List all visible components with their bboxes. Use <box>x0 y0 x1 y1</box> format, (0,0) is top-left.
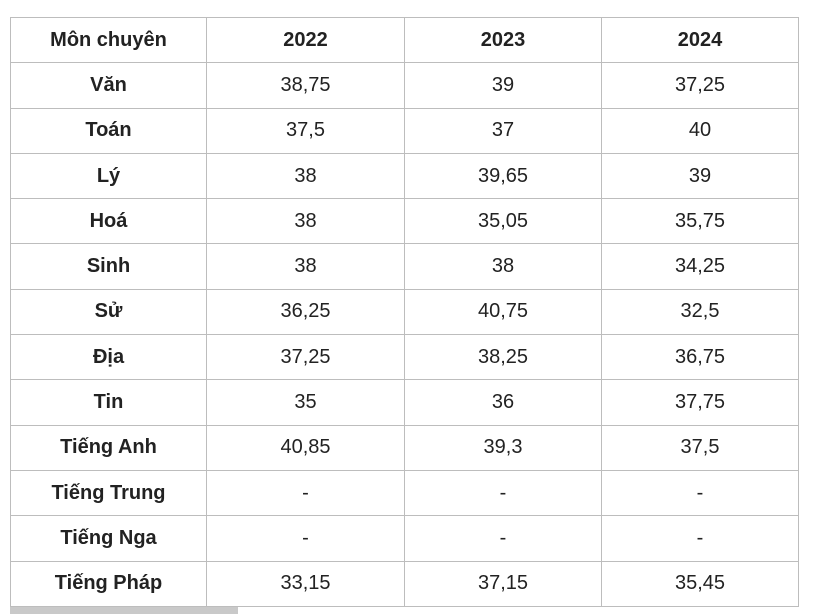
header-cell: 2023 <box>404 16 602 64</box>
score-cell: - <box>404 469 602 517</box>
score-cell: 34,25 <box>601 243 799 290</box>
score-cell: 38,25 <box>404 334 602 381</box>
table-row: Sử 36,25 40,75 32,5 <box>10 288 799 336</box>
score-cell: 37,25 <box>206 334 405 381</box>
table-row: Tin 35 36 37,75 <box>10 379 799 426</box>
score-cell: 35,05 <box>404 198 602 245</box>
score-cell: 39,65 <box>404 152 602 200</box>
table-row: Văn 38,75 39 37,25 <box>10 62 799 109</box>
score-cell: 38 <box>404 243 602 290</box>
subject-cell: Địa <box>10 334 207 381</box>
table-row: Tiếng Trung - - - <box>10 469 799 517</box>
score-cell: 39 <box>601 152 799 200</box>
score-cell: 37,5 <box>206 107 405 154</box>
score-cell: 36,25 <box>206 288 405 336</box>
subject-cell: Tiếng Trung <box>10 469 207 517</box>
score-cell: 32,5 <box>601 288 799 336</box>
score-cell: - <box>206 469 405 517</box>
score-cell: 33,15 <box>206 560 405 607</box>
subject-cell: Văn <box>10 62 207 109</box>
table-row: Lý 38 39,65 39 <box>10 152 799 200</box>
table-row: Tiếng Anh 40,85 39,3 37,5 <box>10 424 799 471</box>
score-cell: 37,25 <box>601 62 799 109</box>
table-row: Tiếng Nga - - - <box>10 515 799 562</box>
score-cell: 39 <box>404 62 602 109</box>
subject-cell: Hoá <box>10 198 207 245</box>
score-cell: 37,75 <box>601 379 799 426</box>
header-cell: Môn chuyên <box>10 16 207 64</box>
score-cell: - <box>601 515 799 562</box>
score-cell: 37,15 <box>404 560 602 607</box>
subject-cell: Tiếng Nga <box>10 515 207 562</box>
table-row: Toán 37,5 37 40 <box>10 107 799 154</box>
score-cell: 35,45 <box>601 560 799 607</box>
header-cell: 2022 <box>206 16 405 64</box>
score-cell: 38 <box>206 198 405 245</box>
score-cell: 38 <box>206 152 405 200</box>
subject-cell: Toán <box>10 107 207 154</box>
score-cell: 38 <box>206 243 405 290</box>
header-cell: 2024 <box>601 16 799 64</box>
score-cell: 40,85 <box>206 424 405 471</box>
subject-cell: Sử <box>10 288 207 336</box>
score-cell: 39,3 <box>404 424 602 471</box>
subject-cell: Tiếng Pháp <box>10 560 207 607</box>
score-table: Môn chuyên 2022 2023 2024 Văn 38,75 39 37,25 To… <box>10 16 799 607</box>
score-cell: 35 <box>206 379 405 426</box>
subject-cell: Tin <box>10 379 207 426</box>
score-cell: - <box>206 515 405 562</box>
score-cell: - <box>404 515 602 562</box>
score-cell: 37 <box>404 107 602 154</box>
table-row: Tiếng Pháp 33,15 37,15 35,45 <box>10 560 799 607</box>
table-body: Văn 38,75 39 37,25 Toán 37,5 37 40 Lý 38 39,65 39 Ho… <box>10 62 799 607</box>
subject-cell: Tiếng Anh <box>10 424 207 471</box>
score-cell: 37,5 <box>601 424 799 471</box>
subject-cell: Lý <box>10 152 207 200</box>
score-cell: - <box>601 469 799 517</box>
score-cell: 36,75 <box>601 334 799 381</box>
score-cell: 38,75 <box>206 62 405 109</box>
score-cell: 35,75 <box>601 198 799 245</box>
header-row: Môn chuyên 2022 2023 2024 <box>10 16 799 64</box>
score-cell: 36 <box>404 379 602 426</box>
table-row: Hoá 38 35,05 35,75 <box>10 198 799 245</box>
table-header: Môn chuyên 2022 2023 2024 <box>10 16 799 64</box>
table-row: Sinh 38 38 34,25 <box>10 243 799 290</box>
subject-cell: Sinh <box>10 243 207 290</box>
scrollbar[interactable] <box>10 607 238 614</box>
score-cell: 40,75 <box>404 288 602 336</box>
table-row: Địa 37,25 38,25 36,75 <box>10 334 799 381</box>
score-cell: 40 <box>601 107 799 154</box>
